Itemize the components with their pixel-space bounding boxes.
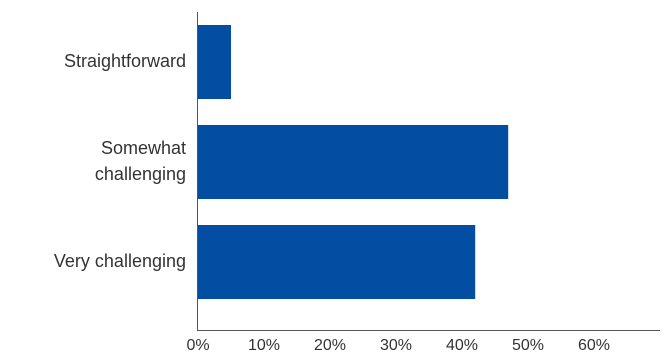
bar-1 bbox=[198, 125, 509, 199]
x-tick-label-2: 20% bbox=[314, 337, 346, 354]
category-label-0-0: Straightforward bbox=[64, 51, 186, 71]
bar-2 bbox=[198, 225, 476, 299]
category-label-1-0: Somewhat bbox=[101, 138, 186, 158]
x-tick-label-3: 30% bbox=[380, 337, 412, 354]
x-tick-label-6: 60% bbox=[578, 337, 610, 354]
category-label-2-0: Very challenging bbox=[54, 251, 186, 271]
x-tick-label-0: 0% bbox=[186, 337, 209, 354]
x-tick-label-1: 10% bbox=[248, 337, 280, 354]
bars-group bbox=[198, 25, 509, 299]
x-tick-label-4: 40% bbox=[446, 337, 478, 354]
bar-0 bbox=[198, 25, 231, 99]
x-tick-label-5: 50% bbox=[512, 337, 544, 354]
category-labels: Straightforward Somewhat challenging Very c… bbox=[54, 51, 186, 271]
x-axis-ticks: 0% 10% 20% 30% 40% 50% 60% bbox=[186, 337, 610, 354]
category-label-1-1: challenging bbox=[95, 164, 186, 184]
